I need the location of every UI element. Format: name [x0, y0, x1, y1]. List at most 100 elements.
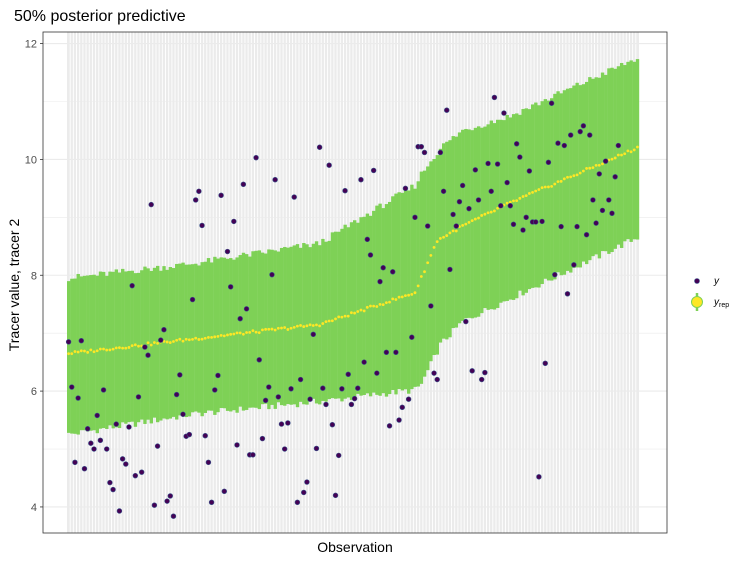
observed-point — [75, 395, 81, 401]
observed-point — [596, 171, 602, 177]
interval-bar — [311, 243, 316, 399]
observed-point — [129, 282, 135, 289]
observed-point — [250, 452, 256, 458]
median-point — [226, 333, 229, 337]
median-point — [216, 334, 220, 338]
median-point — [480, 214, 484, 217]
observed-point — [615, 142, 622, 149]
observed-point — [482, 369, 488, 376]
observed-point — [396, 417, 402, 423]
observed-point — [256, 357, 262, 363]
observed-point — [377, 278, 383, 285]
median-point — [346, 314, 350, 318]
interval-bar — [375, 205, 379, 395]
observed-point — [307, 396, 313, 402]
interval-bar — [480, 127, 484, 314]
median-point — [86, 350, 90, 354]
interval-bar — [429, 161, 433, 362]
observed-point — [345, 371, 351, 378]
interval-bar — [105, 275, 109, 429]
interval-bar — [559, 93, 563, 276]
observed-point — [212, 387, 218, 393]
interval-bar — [235, 257, 239, 413]
median-point — [527, 192, 531, 195]
observed-point — [107, 479, 113, 486]
median-point — [105, 348, 109, 352]
legend-y-label: y — [713, 276, 720, 287]
median-point — [203, 336, 207, 340]
interval-bar — [445, 141, 449, 340]
y-tick-label: 10 — [25, 154, 37, 166]
observed-point — [294, 499, 301, 506]
median-point — [89, 348, 93, 352]
observed-point — [65, 339, 72, 345]
y-tick-label: 12 — [25, 39, 37, 51]
interval-bar — [486, 124, 490, 310]
median-point — [423, 270, 426, 274]
observed-point — [329, 421, 336, 428]
median-point — [365, 305, 369, 309]
observed-point — [574, 223, 580, 230]
interval-bar — [518, 114, 522, 291]
observed-point — [88, 440, 94, 446]
median-point — [543, 185, 547, 189]
observed-point — [472, 167, 479, 173]
median-point — [70, 352, 74, 356]
median-point — [311, 324, 315, 327]
median-point — [210, 335, 213, 339]
interval-bar — [483, 126, 487, 309]
median-point — [137, 344, 140, 348]
observed-point — [418, 143, 425, 150]
interval-bar — [635, 59, 640, 240]
observed-point — [132, 472, 139, 479]
interval-bar — [489, 120, 494, 310]
observed-point — [513, 141, 520, 147]
observed-point — [323, 401, 329, 408]
median-point — [489, 210, 493, 214]
median-point — [508, 200, 512, 204]
observed-point — [310, 331, 316, 338]
median-point — [264, 327, 268, 331]
observed-point — [545, 159, 552, 166]
interval-bar — [508, 117, 513, 300]
median-point — [496, 206, 499, 210]
median-point — [359, 308, 363, 312]
observed-point — [170, 513, 177, 519]
observed-point — [526, 168, 533, 174]
median-point — [626, 149, 630, 153]
median-point — [378, 302, 382, 306]
observed-point — [606, 197, 612, 203]
median-point — [315, 323, 318, 327]
median-point — [419, 275, 423, 278]
median-point — [324, 320, 328, 323]
median-point — [623, 152, 627, 156]
observed-point — [100, 387, 107, 393]
interval-bar — [359, 217, 363, 396]
interval-bar — [569, 88, 573, 273]
interval-bar — [515, 113, 519, 299]
observed-point — [510, 221, 517, 227]
observed-point — [552, 271, 558, 278]
median-point — [108, 348, 112, 352]
interval-bar — [270, 249, 274, 405]
observed-point — [501, 110, 507, 116]
x-axis-title: Observation — [317, 539, 392, 555]
observed-point — [590, 197, 596, 203]
observed-point — [386, 423, 393, 429]
median-point — [337, 315, 341, 319]
observed-point — [231, 218, 237, 225]
observed-point — [507, 203, 513, 209]
observed-point — [123, 461, 129, 467]
observed-point — [138, 469, 145, 475]
interval-bar — [260, 252, 265, 405]
observed-point — [164, 498, 170, 504]
median-point — [429, 254, 433, 257]
observed-point — [469, 368, 475, 374]
median-point — [321, 322, 325, 325]
median-point — [292, 325, 296, 329]
observed-point — [536, 474, 542, 480]
interval-bar — [530, 104, 535, 288]
median-point — [111, 347, 115, 351]
observed-point — [358, 176, 364, 183]
